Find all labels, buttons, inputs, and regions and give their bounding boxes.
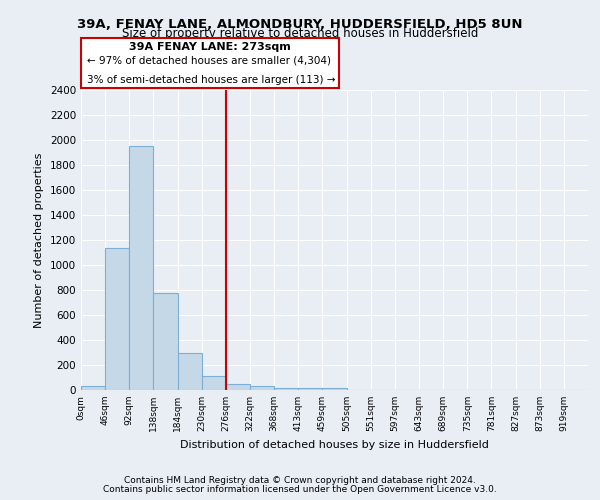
Text: 3% of semi-detached houses are larger (113) →: 3% of semi-detached houses are larger (1… bbox=[87, 75, 335, 85]
X-axis label: Distribution of detached houses by size in Huddersfield: Distribution of detached houses by size … bbox=[180, 440, 489, 450]
Bar bbox=[202, 376, 226, 390]
Text: 39A FENAY LANE: 273sqm: 39A FENAY LANE: 273sqm bbox=[129, 42, 291, 51]
Bar bbox=[154, 292, 178, 390]
Text: 39A, FENAY LANE, ALMONDBURY, HUDDERSFIELD, HD5 8UN: 39A, FENAY LANE, ALMONDBURY, HUDDERSFIEL… bbox=[77, 18, 523, 30]
Bar bbox=[105, 248, 129, 390]
Bar bbox=[250, 386, 274, 390]
Bar bbox=[274, 388, 298, 390]
Bar bbox=[178, 352, 202, 390]
Bar bbox=[298, 388, 322, 390]
Text: Size of property relative to detached houses in Huddersfield: Size of property relative to detached ho… bbox=[122, 28, 478, 40]
Bar bbox=[129, 146, 154, 390]
Text: ← 97% of detached houses are smaller (4,304): ← 97% of detached houses are smaller (4,… bbox=[87, 55, 331, 65]
Y-axis label: Number of detached properties: Number of detached properties bbox=[34, 152, 44, 328]
Bar bbox=[322, 388, 347, 390]
Bar bbox=[226, 384, 250, 390]
Bar bbox=[81, 386, 105, 390]
Text: Contains public sector information licensed under the Open Government Licence v3: Contains public sector information licen… bbox=[103, 485, 497, 494]
Text: Contains HM Land Registry data © Crown copyright and database right 2024.: Contains HM Land Registry data © Crown c… bbox=[124, 476, 476, 485]
